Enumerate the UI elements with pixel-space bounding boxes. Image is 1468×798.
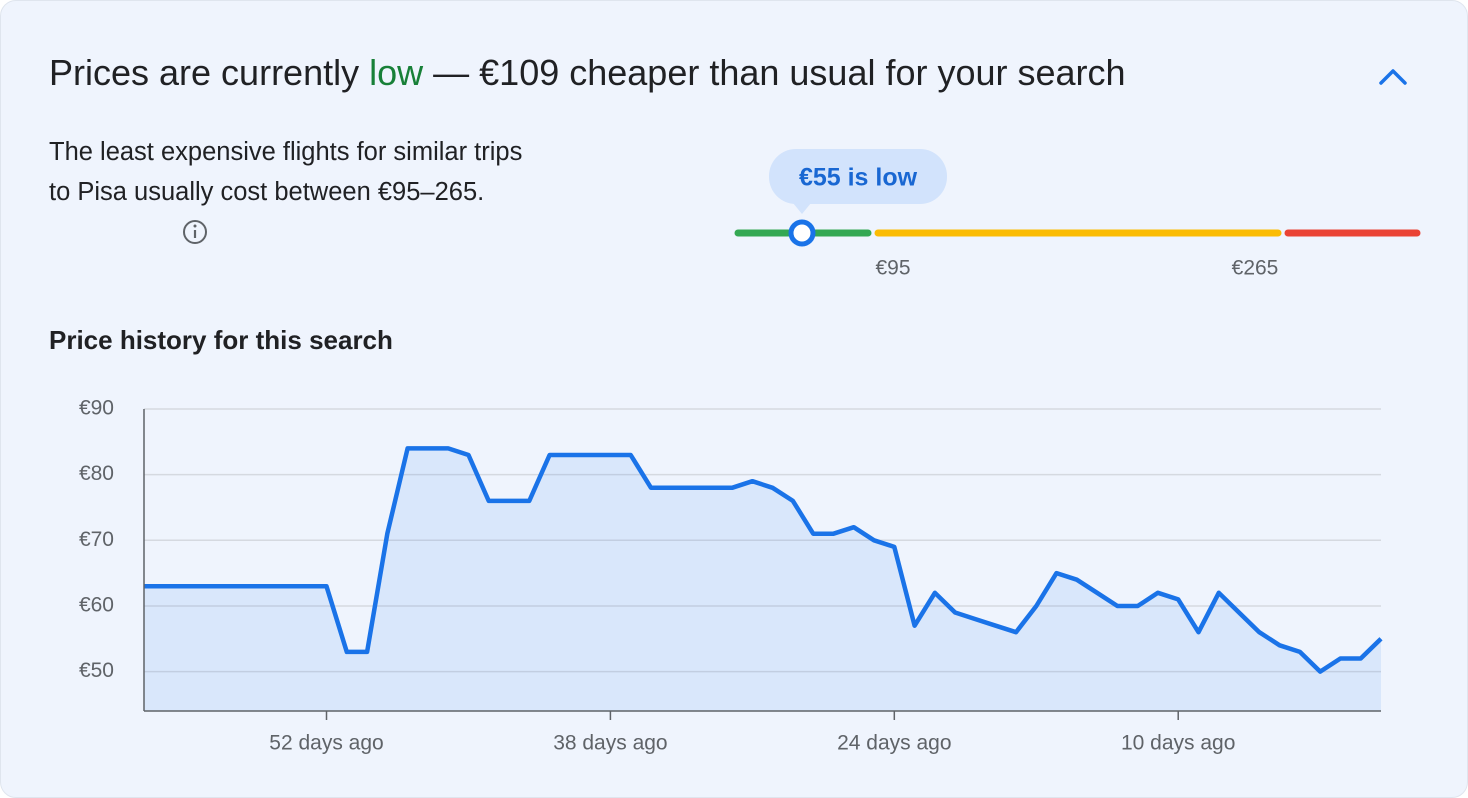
headline: Prices are currently low — €109 cheaper … xyxy=(49,52,1126,93)
headline-level: low xyxy=(369,52,424,93)
price-line xyxy=(144,446,1383,674)
tooltip-pointer xyxy=(793,203,811,214)
y-tick-label: €70 xyxy=(79,528,114,551)
x-tick-label: 38 days ago xyxy=(553,732,667,755)
range-marker xyxy=(788,219,816,247)
summary-text: The least expensive flights for similar … xyxy=(49,138,523,206)
info-icon[interactable] xyxy=(183,220,207,244)
y-tick-label: €60 xyxy=(79,594,114,617)
chart: €50 €60 €70 €80 €90 52 days ago 38 days ago 24 … xyxy=(79,397,1383,755)
headline-end: — €109 cheaper than usual for your searc… xyxy=(423,52,1125,93)
price-area xyxy=(144,448,1381,711)
range-high-label: €265 xyxy=(1232,257,1279,280)
range-low-label: €95 xyxy=(875,257,910,280)
chart-title: Price history for this search xyxy=(49,325,393,355)
marker-tooltip xyxy=(769,149,947,204)
y-tick-label: €90 xyxy=(79,397,114,420)
x-tick-label: 10 days ago xyxy=(1121,732,1235,755)
headline-start: Prices are currently xyxy=(49,52,369,93)
marker-label: €55 is low xyxy=(799,164,918,192)
collapse-button[interactable] xyxy=(1379,69,1407,85)
x-tick-label: 24 days ago xyxy=(837,732,951,755)
y-tick-label: €80 xyxy=(79,462,114,485)
y-tick-label: €50 xyxy=(79,659,114,682)
info-icon-dot xyxy=(193,224,197,228)
x-tick-label: 52 days ago xyxy=(269,732,383,755)
